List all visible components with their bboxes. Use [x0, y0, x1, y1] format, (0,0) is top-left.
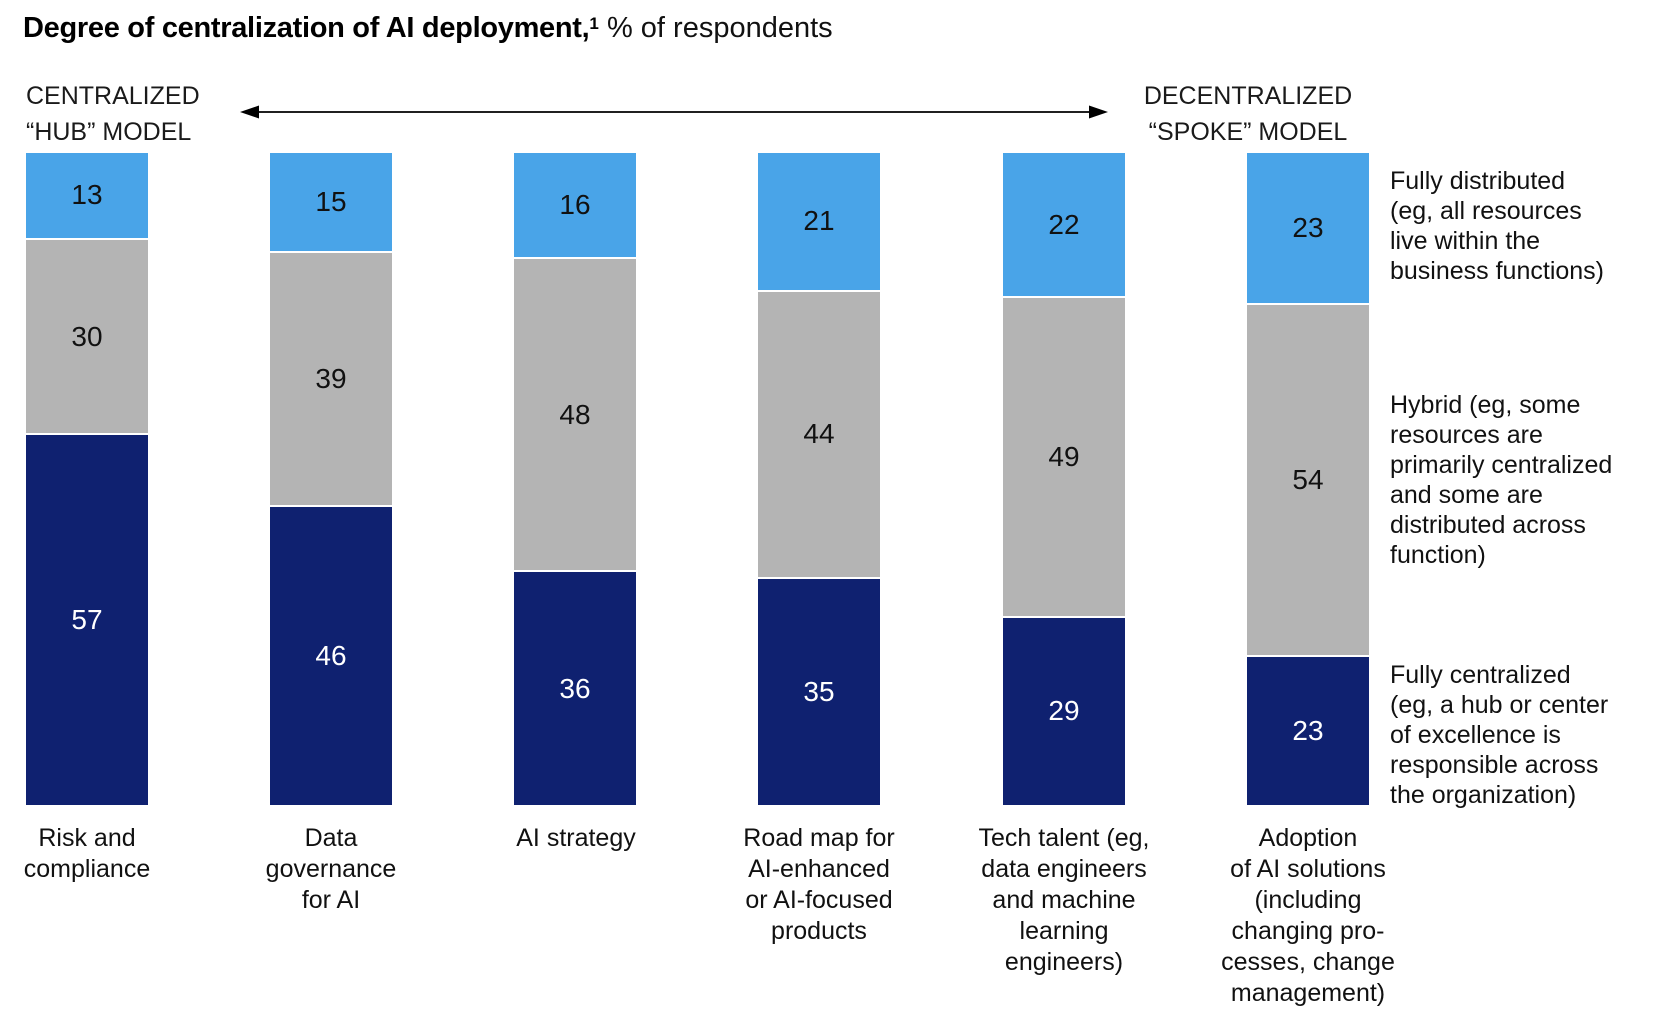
segment-hybrid: 30: [26, 237, 148, 434]
chart-title-bold: Degree of centralization of AI deploymen…: [23, 12, 590, 44]
segment-fully-distributed: 21: [758, 153, 880, 290]
category-label-data-governance-for-ai: Data governance for AI: [265, 824, 397, 914]
segment-hybrid: 49: [1003, 296, 1125, 616]
segment-fully-centralized: 29: [1003, 615, 1125, 805]
bar-ai-strategy: 16 48 36: [514, 153, 636, 805]
segment-fully-distributed: 16: [514, 153, 636, 258]
segment-value: 15: [315, 185, 347, 217]
segment-value: 23: [1292, 715, 1324, 746]
segment-value: 35: [803, 675, 835, 707]
segment-value: 44: [803, 418, 835, 450]
segment-fully-centralized: 36: [514, 570, 636, 805]
centralized-hub-model-label: CENTRALIZED “HUB” MODEL: [26, 82, 200, 146]
segment-value: 46: [315, 640, 347, 672]
segment-value: 54: [1292, 463, 1324, 495]
legend-fully-centralized: Fully centralized (eg, a hub or center o…: [1390, 661, 1609, 809]
segment-value: 39: [315, 362, 347, 394]
segment-value: 22: [1048, 208, 1080, 240]
bar-adoption-of-ai-solutions: 23 54 23: [1247, 153, 1369, 805]
legend-hybrid: Hybrid (eg, some resources are primarily…: [1390, 391, 1613, 569]
segment-fully-centralized: 35: [758, 576, 880, 805]
segment-value: 36: [559, 672, 591, 704]
bar-risk-and-compliance: 13 30 57: [26, 153, 148, 805]
segment-fully-centralized: 46: [270, 505, 392, 805]
segment-hybrid: 54: [1247, 302, 1369, 656]
segment-fully-distributed: 22: [1003, 153, 1125, 297]
segment-value: 57: [71, 604, 103, 636]
segment-fully-distributed: 13: [26, 153, 148, 238]
segment-value: 23: [1292, 211, 1324, 243]
centralization-spectrum-arrow-icon: [240, 105, 1108, 119]
segment-fully-distributed: 23: [1247, 153, 1369, 303]
segment-hybrid: 48: [514, 257, 636, 571]
footnote-marker: 1: [589, 14, 599, 33]
segment-value: 49: [1048, 441, 1080, 473]
segment-value: 21: [803, 205, 835, 237]
bar-tech-talent: 22 49 29: [1003, 153, 1125, 805]
segment-value: 30: [71, 320, 103, 352]
bar-road-map-for-ai-products: 21 44 35: [758, 153, 880, 805]
segment-value: 48: [559, 398, 591, 430]
segment-hybrid: 44: [758, 289, 880, 577]
segment-fully-distributed: 15: [270, 153, 392, 251]
category-label-road-map: Road map for AI-enhanced or AI-focused p…: [743, 824, 895, 945]
category-label-ai-strategy: AI strategy: [516, 824, 636, 852]
segment-value: 16: [559, 189, 591, 221]
segment-value: 29: [1048, 695, 1080, 727]
chart-title-unit: % of respondents: [598, 12, 833, 44]
category-label-adoption-of-ai-solutions: Adoption of AI solutions (including chan…: [1221, 824, 1395, 1007]
category-label-risk-and-compliance: Risk and compliance: [23, 824, 151, 883]
category-label-tech-talent: Tech talent (eg, data engineers and mach…: [978, 824, 1150, 976]
segment-value: 13: [71, 179, 103, 211]
segment-fully-centralized: 23: [1247, 655, 1369, 805]
segment-fully-centralized: 57: [26, 433, 148, 805]
decentralized-spoke-model-label: DECENTRALIZED “SPOKE” MODEL: [1143, 82, 1353, 146]
bar-data-governance-for-ai: 15 39 46: [270, 153, 392, 805]
chart-title: Degree of centralization of AI deploymen…: [23, 12, 833, 45]
legend-fully-distributed: Fully distributed (eg, all resources liv…: [1390, 167, 1605, 285]
segment-hybrid: 39: [270, 250, 392, 506]
